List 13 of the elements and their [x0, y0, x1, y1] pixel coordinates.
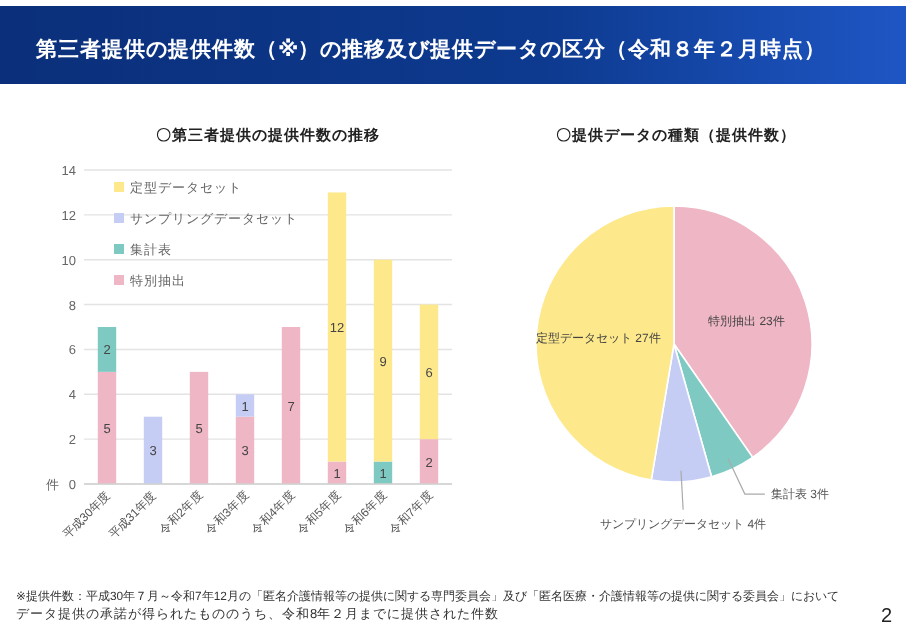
bar: [281, 327, 301, 484]
bar: [419, 439, 439, 484]
bar: [327, 192, 347, 462]
bar: [373, 259, 393, 462]
bar: [189, 371, 209, 484]
bar: [143, 416, 163, 484]
bar: [235, 416, 255, 484]
text: 2: [880, 606, 893, 628]
bar: [419, 304, 439, 440]
bar: [235, 394, 255, 417]
bar: [97, 327, 117, 372]
bar: [97, 371, 117, 484]
text: 第三者提供の提供件数（※）の推移及び提供データの区分（令和８年２月時点）: [34, 36, 827, 62]
